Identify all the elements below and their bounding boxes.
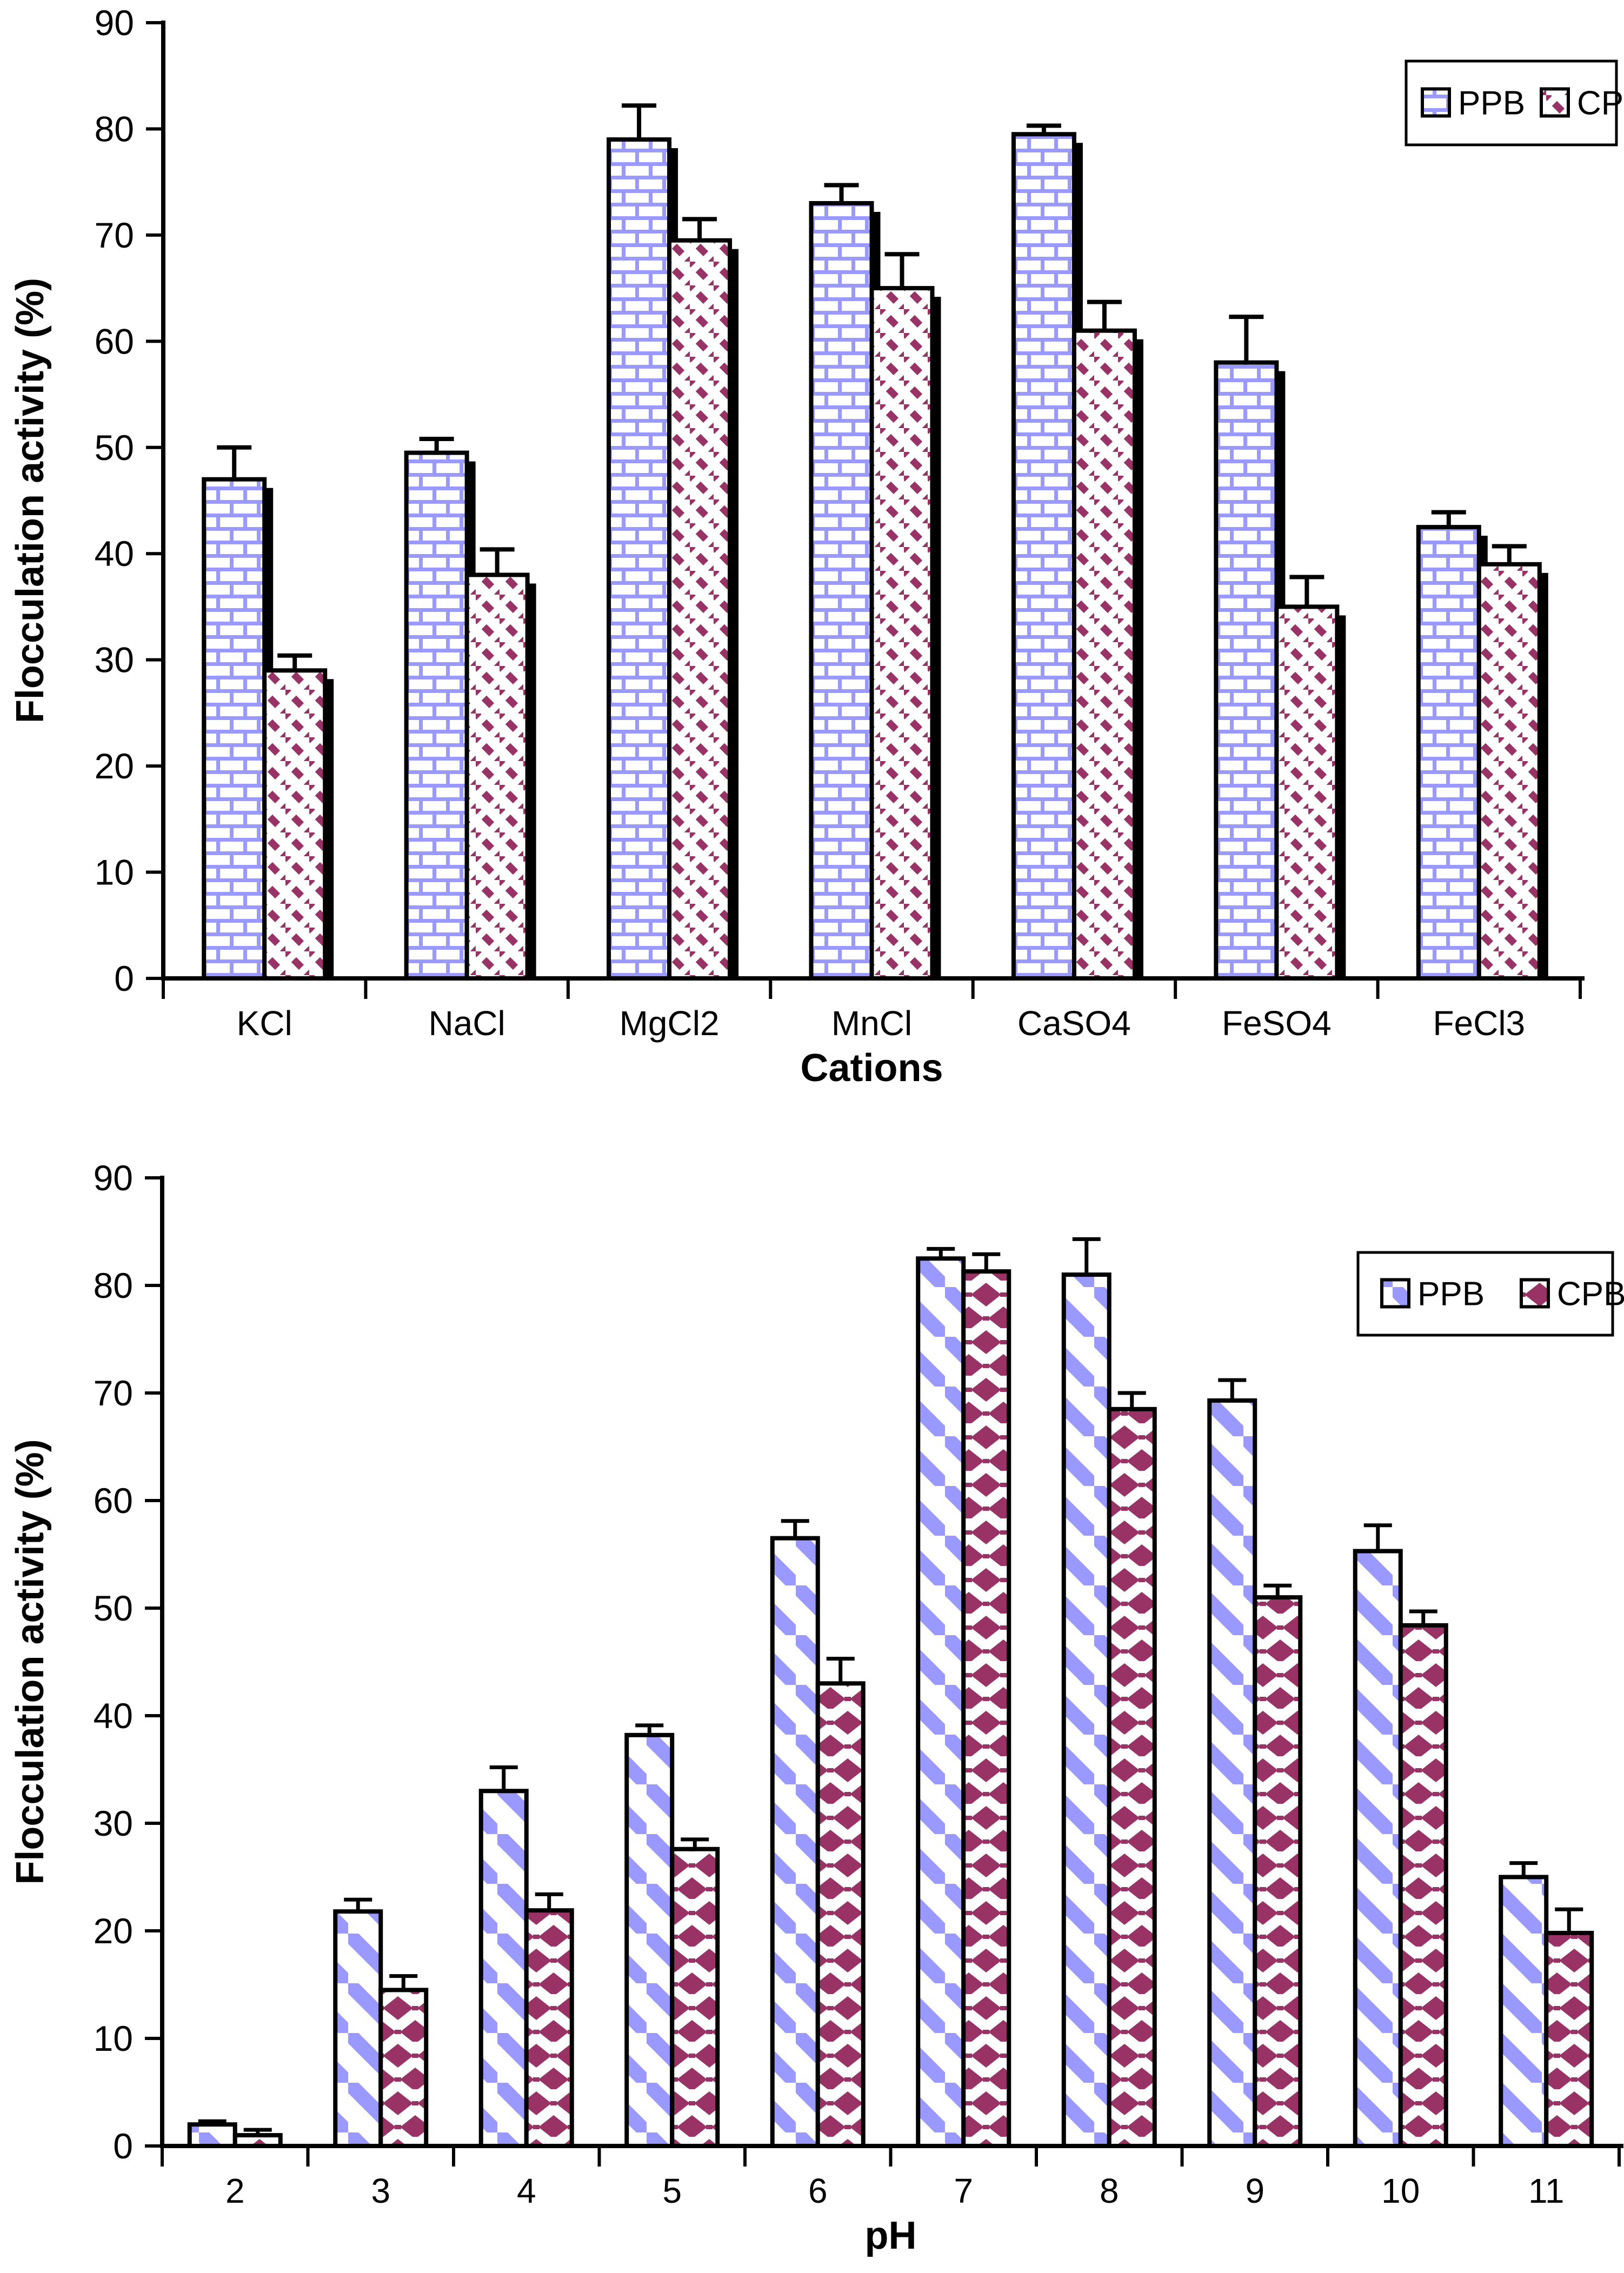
bar-ppb-10 bbox=[1353, 1549, 1403, 2148]
bar-ppb-FeCl3 bbox=[1416, 525, 1481, 981]
y-tick-label: 60 bbox=[94, 1481, 133, 1521]
bar-cpb-FeCl3 bbox=[1476, 562, 1542, 981]
bar-cpb-FeSO4 bbox=[1274, 604, 1340, 981]
legend: PPB CPB bbox=[1356, 1251, 1624, 1337]
bar-ppb-CaSO4 bbox=[1011, 132, 1076, 981]
x-axis-title: pH bbox=[865, 2214, 917, 2257]
y-tick-label: 80 bbox=[94, 1265, 133, 1305]
bar-cpb-5 bbox=[670, 1847, 720, 2148]
category-label: 5 bbox=[662, 2171, 682, 2210]
bar-cpb-8 bbox=[1107, 1407, 1157, 2149]
legend-swatch-ppb bbox=[1421, 87, 1451, 118]
bar-cpb-6 bbox=[815, 1681, 866, 2148]
y-tick-label: 50 bbox=[94, 1588, 133, 1628]
category-label: 6 bbox=[808, 2171, 828, 2210]
y-tick-label: 40 bbox=[95, 534, 134, 574]
y-tick-label: 30 bbox=[94, 1803, 133, 1843]
bar-ppb-MgCl2 bbox=[607, 137, 672, 981]
y-tick-label: 40 bbox=[94, 1696, 133, 1736]
bar-ppb-9 bbox=[1207, 1398, 1257, 2148]
bar-ppb-2 bbox=[187, 2122, 237, 2148]
y-axis-title: Flocculation activity (%) bbox=[9, 278, 52, 723]
category-label: FeCl3 bbox=[1433, 1004, 1525, 1043]
axes: 0 10 20 30 40 50 60 70 80 90 KCl NaCl MgCl2 MnCl CaSO4… bbox=[95, 3, 1585, 1043]
axes: 0 10 20 30 40 50 60 70 80 90 2 3 4 5 6 7 8 9 10 11 bbox=[94, 1158, 1623, 2210]
bar-ppb-NaCl bbox=[404, 450, 469, 981]
category-label: MnCl bbox=[831, 1004, 912, 1043]
category-label: CaSO4 bbox=[1017, 1004, 1131, 1043]
y-tick-label: 60 bbox=[95, 321, 134, 361]
bars bbox=[187, 1256, 1594, 2149]
legend-label-cpb: CPB bbox=[1577, 85, 1624, 122]
bar-cpb-3 bbox=[378, 1988, 429, 2148]
category-label: NaCl bbox=[429, 1004, 505, 1043]
cations-chart: 0 10 20 30 40 50 60 70 80 90 KCl NaCl MgCl2 MnCl CaSO4… bbox=[9, 3, 1624, 1090]
bar-cpb-CaSO4 bbox=[1071, 328, 1137, 981]
x-axis-title: Cations bbox=[800, 1046, 943, 1090]
bar-cpb-MgCl2 bbox=[667, 238, 733, 981]
category-label: 9 bbox=[1245, 2171, 1264, 2210]
y-tick-label: 0 bbox=[114, 958, 134, 998]
category-label: 2 bbox=[225, 2171, 245, 2210]
bar-ppb-FeSO4 bbox=[1214, 360, 1279, 981]
bar-ppb-4 bbox=[478, 1789, 529, 2149]
y-tick-label: 80 bbox=[95, 109, 134, 149]
bar-cpb-7 bbox=[961, 1269, 1011, 2148]
legend-swatch-cpb bbox=[1520, 1278, 1550, 1309]
bar-ppb-5 bbox=[624, 1732, 675, 2148]
y-tick-label: 20 bbox=[95, 746, 134, 786]
category-label: FeSO4 bbox=[1222, 1004, 1332, 1043]
category-label: 8 bbox=[1100, 2171, 1119, 2210]
bar-ppb-6 bbox=[770, 1536, 820, 2148]
legend-swatch-ppb bbox=[1380, 1278, 1410, 1309]
category-label: 11 bbox=[1528, 2171, 1564, 2210]
error-bars bbox=[217, 103, 1527, 671]
bar-ppb-KCl bbox=[202, 477, 267, 981]
y-tick-label: 30 bbox=[95, 640, 134, 680]
y-tick-label: 10 bbox=[94, 2018, 133, 2058]
y-tick-label: 90 bbox=[95, 3, 134, 43]
y-tick-label: 20 bbox=[94, 1911, 133, 1951]
bar-ppb-MnCl bbox=[809, 201, 874, 981]
legend-swatch-cpb bbox=[1540, 87, 1570, 118]
y-tick-label: 50 bbox=[95, 428, 134, 468]
category-label: 7 bbox=[954, 2171, 973, 2210]
category-label: MgCl2 bbox=[620, 1004, 720, 1043]
legend-label-cpb: CPB bbox=[1557, 1276, 1624, 1313]
y-axis-title: Flocculation activity (%) bbox=[9, 1439, 52, 1884]
y-tick-label: 0 bbox=[113, 2126, 133, 2166]
y-tick-label: 10 bbox=[95, 852, 134, 892]
legend-label-ppb: PPB bbox=[1417, 1276, 1485, 1313]
bar-cpb-10 bbox=[1398, 1623, 1448, 2148]
bar-ppb-3 bbox=[333, 1909, 383, 2149]
category-label: 4 bbox=[517, 2171, 536, 2210]
ph-chart: 0 10 20 30 40 50 60 70 80 90 2 3 4 5 6 7 8 9 10 11 pH Floccul… bbox=[9, 1158, 1624, 2257]
category-label: 3 bbox=[371, 2171, 390, 2210]
y-tick-label: 70 bbox=[95, 215, 134, 255]
legend: PPB CPB bbox=[1405, 59, 1624, 146]
bar-ppb-8 bbox=[1061, 1272, 1111, 2149]
category-label: KCl bbox=[237, 1004, 292, 1043]
bar-cpb-11 bbox=[1544, 1930, 1594, 2148]
y-tick-label: 90 bbox=[94, 1158, 133, 1198]
error-bars bbox=[198, 1237, 1583, 2136]
bar-cpb-9 bbox=[1253, 1595, 1303, 2148]
bar-cpb-NaCl bbox=[464, 572, 530, 981]
legend-label-ppb: PPB bbox=[1458, 85, 1525, 122]
bar-cpb-KCl bbox=[262, 668, 328, 981]
y-tick-label: 70 bbox=[94, 1373, 133, 1413]
bar-cpb-MnCl bbox=[869, 286, 935, 981]
category-label: 10 bbox=[1381, 2171, 1420, 2210]
bar-cpb-4 bbox=[524, 1908, 574, 2148]
bar-ppb-11 bbox=[1499, 1875, 1549, 2148]
bars bbox=[202, 132, 1542, 981]
bar-ppb-7 bbox=[916, 1256, 966, 2148]
